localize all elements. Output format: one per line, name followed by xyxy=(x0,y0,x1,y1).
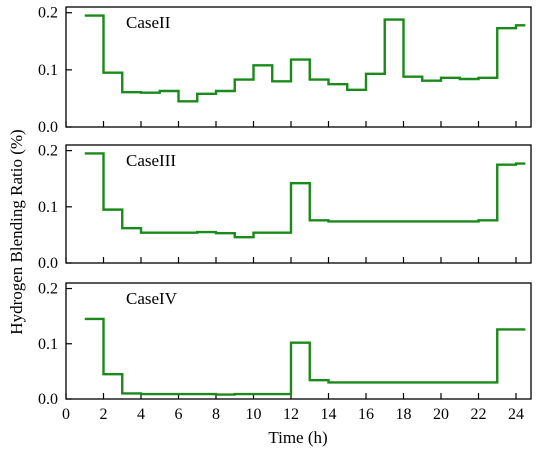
panel-2: 0.0 0.1 0.2 CaseIII xyxy=(38,143,532,272)
x-tick-label: 20 xyxy=(433,406,449,423)
x-tick-label: 18 xyxy=(396,406,412,423)
x-tick-label: 10 xyxy=(246,406,262,423)
x-tick-label: 16 xyxy=(358,406,374,423)
y-tick-label: 0.1 xyxy=(38,336,58,353)
case-label: CaseIII xyxy=(126,151,176,170)
x-tick-label: 12 xyxy=(283,406,299,423)
y-axis-title: Hydrogen Blending Ratio (%) xyxy=(7,129,26,334)
x-tick-label: 2 xyxy=(100,406,108,423)
x-tick-label: 22 xyxy=(471,406,487,423)
series-line-1 xyxy=(84,14,526,103)
x-tick-label: 0 xyxy=(62,406,70,423)
y-tick-label: 0.2 xyxy=(38,5,58,22)
case-label: CaseII xyxy=(126,13,171,32)
chart-panels: 0.0 0.1 0.2 CaseII 0.0 0.1 0.2 CaseIII 0.0 0.1 0.2… xyxy=(38,5,532,423)
y-tick-label: 0.0 xyxy=(38,119,58,136)
case-label: CaseIV xyxy=(126,289,178,308)
y-tick-label: 0.0 xyxy=(38,391,58,408)
y-tick-label: 0.1 xyxy=(38,62,58,79)
y-tick-label: 0.1 xyxy=(38,199,58,216)
y-tick-label: 0.2 xyxy=(38,281,58,298)
x-tick-label: 6 xyxy=(175,406,183,423)
panel-frame xyxy=(65,282,532,400)
y-tick-label: 0.2 xyxy=(38,143,58,160)
x-tick-label: 4 xyxy=(137,406,145,423)
x-tick-label: 24 xyxy=(508,406,524,423)
x-axis-title: Time (h) xyxy=(268,428,327,447)
panel-frame xyxy=(65,144,532,264)
panel-1: 0.0 0.1 0.2 CaseII xyxy=(38,5,532,136)
x-tick-label: 8 xyxy=(212,406,220,423)
y-tick-label: 0.0 xyxy=(38,255,58,272)
series-line-2 xyxy=(84,152,526,239)
series-line-3 xyxy=(84,317,526,396)
x-tick-label: 14 xyxy=(321,406,337,423)
panel-frame xyxy=(65,6,532,128)
